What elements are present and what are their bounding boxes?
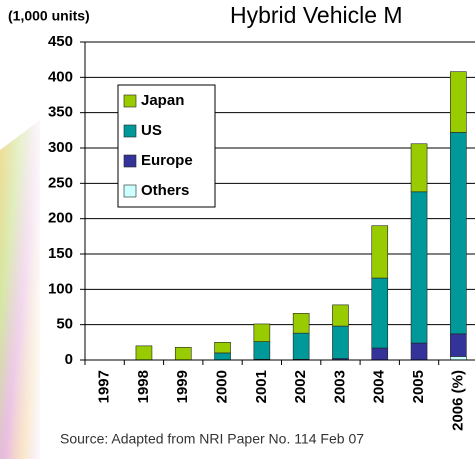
x-tick-label: 2004 [371,369,388,403]
bar-segment [450,356,466,360]
bar-segment [254,324,270,342]
y-tick-label: 50 [56,316,73,333]
y-tick-label: 450 [48,33,73,50]
x-tick-label: 2002 [292,370,309,403]
x-tick-label: 1998 [135,370,152,403]
y-tick-label: 250 [48,174,73,191]
legend-label: Europe [141,152,193,169]
chart: (1,000 units) Hybrid Vehicle M Source: A… [0,0,475,459]
bar-segment [332,326,348,359]
bar-segment [411,192,427,343]
bar-segment [411,343,427,360]
legend-label: Japan [141,92,184,109]
bar-segment [411,144,427,192]
y-tick-label: 100 [48,280,73,297]
bar-segment [136,346,152,360]
bar-segment [254,342,270,360]
bar-segment [450,72,466,133]
source-note: Source: Adapted from NRI Paper No. 114 F… [60,431,364,447]
y-tick-label: 350 [48,104,73,121]
y-tick-label: 150 [48,245,73,262]
legend-label: Others [141,182,189,199]
x-tick-label: 2003 [331,370,348,403]
bar-segment [450,132,466,333]
bar-segment [372,226,388,278]
chart-title: Hybrid Vehicle M [230,2,403,28]
x-tick-label: 1999 [174,370,191,403]
x-tick-label: 2005 [410,370,427,403]
bar-segment [332,305,348,326]
x-tick-label: 2000 [214,370,231,403]
x-tick-label: 2006 (%) [449,370,466,431]
bar-segment [215,353,231,360]
y-tick-label: 400 [48,68,73,85]
bar-segment [175,347,191,360]
y-tick-label: 300 [48,139,73,156]
decoration-fade [0,110,45,459]
legend-swatch [124,155,136,167]
legend-label: US [141,122,162,139]
legend-swatch [124,125,136,137]
legend-swatch [124,95,136,107]
x-tick-label: 1997 [96,370,113,403]
y-tick-label: 0 [65,351,73,368]
bar-segment [450,334,466,357]
bar-segment [293,313,309,333]
y-axis-label: (1,000 units) [8,8,90,24]
bar-segment [372,278,388,348]
legend-swatch [124,185,136,197]
y-tick-label: 200 [48,210,73,227]
bar-segment [215,342,231,353]
x-tick-label: 2001 [253,370,270,403]
bar-segment [372,348,388,360]
bar-segment [293,333,309,359]
